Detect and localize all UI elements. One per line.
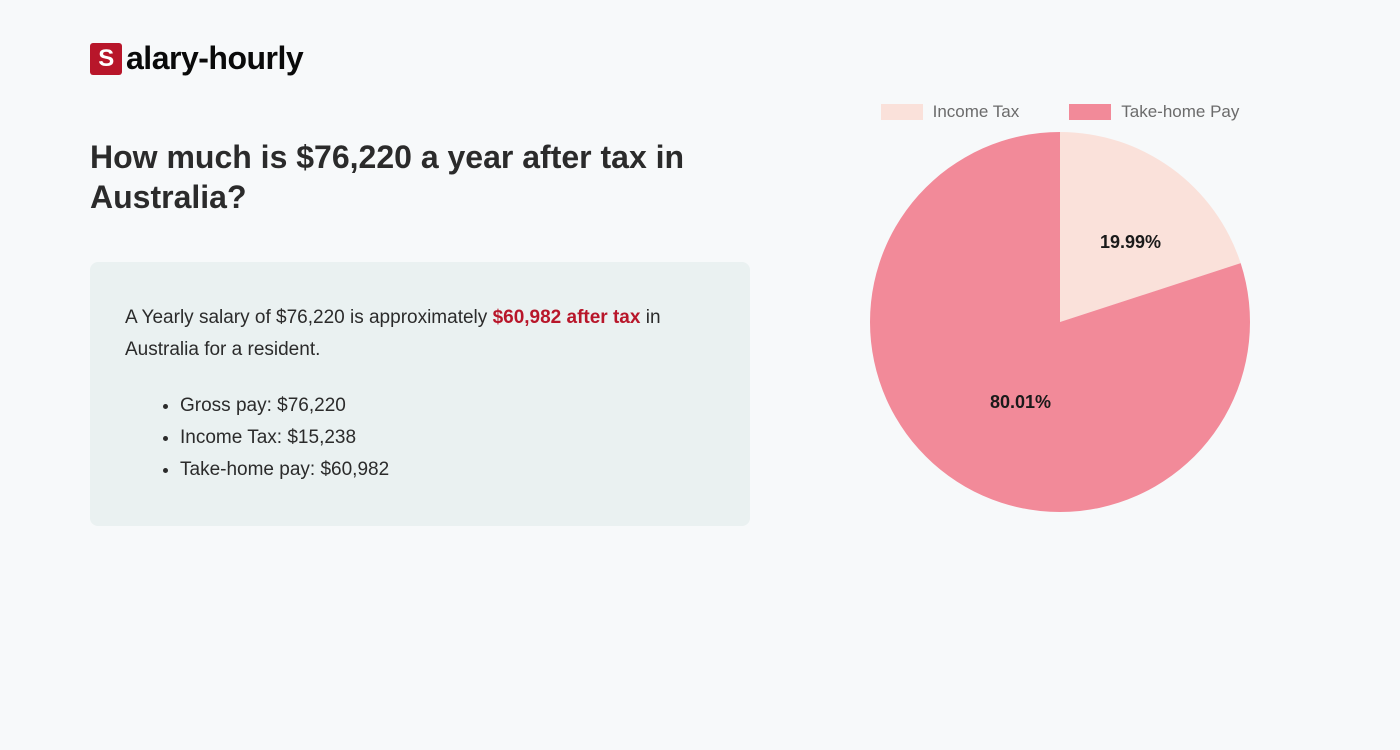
summary-pre: A Yearly salary of $76,220 is approximat… (125, 307, 493, 328)
pie-label-income-tax: 19.99% (1100, 232, 1161, 253)
list-item: Take-home pay: $60,982 (180, 459, 715, 481)
summary-list: Gross pay: $76,220 Income Tax: $15,238 T… (125, 395, 715, 481)
summary-box: A Yearly salary of $76,220 is approximat… (90, 262, 750, 526)
site-logo: Salary-hourly (90, 40, 1310, 77)
legend-swatch (881, 104, 923, 120)
left-column: How much is $76,220 a year after tax in … (90, 137, 750, 526)
right-column: Income Tax Take-home Pay 19.99% 80.01% (810, 137, 1310, 526)
main-content: How much is $76,220 a year after tax in … (90, 137, 1310, 526)
page-title: How much is $76,220 a year after tax in … (90, 137, 750, 217)
list-item: Income Tax: $15,238 (180, 427, 715, 449)
summary-text: A Yearly salary of $76,220 is approximat… (125, 302, 715, 367)
legend-item-income-tax: Income Tax (881, 102, 1020, 122)
legend-label: Take-home Pay (1121, 102, 1239, 122)
legend-swatch (1069, 104, 1111, 120)
logo-initial-badge: S (90, 43, 122, 75)
summary-highlight: $60,982 after tax (493, 307, 641, 328)
list-item: Gross pay: $76,220 (180, 395, 715, 417)
pie-chart: 19.99% 80.01% (870, 132, 1250, 512)
legend-label: Income Tax (933, 102, 1020, 122)
pie-svg (870, 132, 1250, 512)
logo-text: alary-hourly (126, 40, 303, 77)
pie-label-take-home: 80.01% (990, 392, 1051, 413)
chart-legend: Income Tax Take-home Pay (810, 102, 1310, 122)
legend-item-take-home: Take-home Pay (1069, 102, 1239, 122)
